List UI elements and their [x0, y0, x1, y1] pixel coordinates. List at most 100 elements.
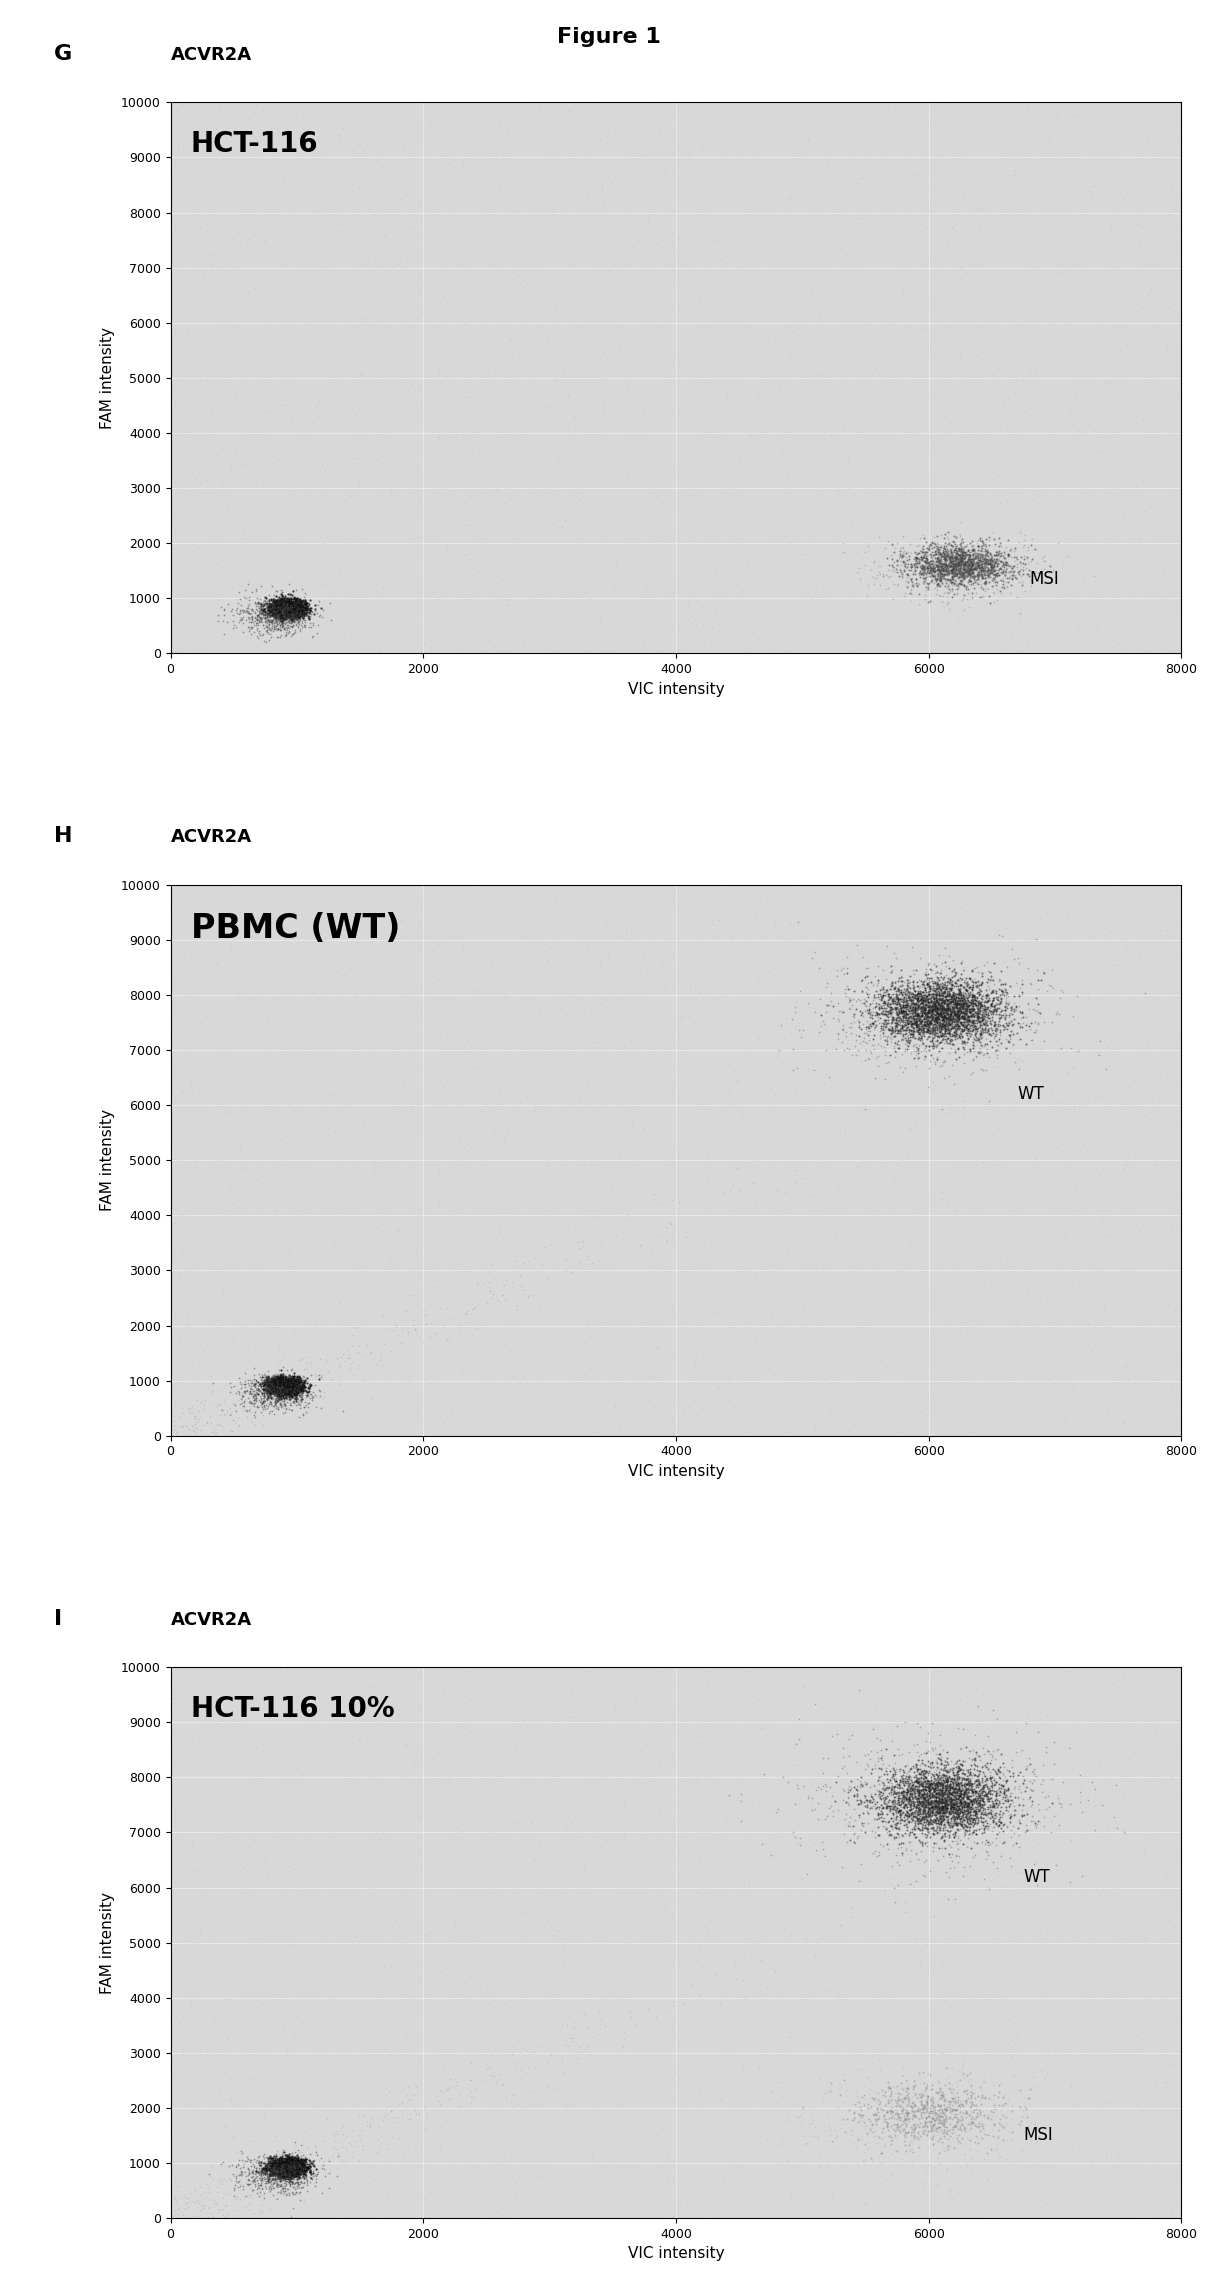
- Point: [758, 2082, 777, 2118]
- Point: [283, 1376, 302, 1413]
- Point: [274, 589, 294, 626]
- Point: [795, 874, 815, 910]
- Point: [169, 1408, 189, 1445]
- Point: [408, 450, 428, 487]
- Point: [937, 553, 956, 589]
- Point: [268, 2152, 287, 2189]
- Point: [691, 93, 710, 130]
- Point: [278, 2145, 297, 2182]
- Point: [905, 2075, 924, 2111]
- Point: [219, 1740, 239, 1777]
- Point: [273, 1372, 292, 1408]
- Point: [599, 1260, 619, 1297]
- Point: [194, 2189, 213, 2225]
- Point: [520, 457, 540, 494]
- Point: [905, 985, 924, 1021]
- Point: [276, 2159, 296, 2195]
- Point: [933, 1006, 952, 1042]
- Point: [949, 1804, 968, 1840]
- Point: [333, 1738, 352, 1775]
- Point: [987, 1012, 1006, 1049]
- Point: [339, 1872, 358, 1909]
- Point: [695, 114, 715, 150]
- Point: [164, 1053, 184, 1090]
- Point: [829, 2193, 849, 2230]
- Point: [1062, 407, 1082, 444]
- Point: [272, 1376, 291, 1413]
- Point: [268, 2145, 287, 2182]
- Point: [382, 1927, 402, 1963]
- Point: [985, 969, 1005, 1006]
- Point: [974, 1756, 994, 1793]
- Point: [284, 2154, 303, 2191]
- Point: [878, 999, 898, 1035]
- Point: [403, 2104, 423, 2141]
- Point: [456, 1165, 475, 1201]
- Text: H: H: [55, 826, 73, 846]
- Point: [876, 1811, 895, 1847]
- Point: [962, 548, 982, 585]
- Point: [269, 1381, 289, 1417]
- Point: [268, 587, 287, 623]
- Point: [973, 1006, 993, 1042]
- Point: [1163, 1169, 1183, 1206]
- Point: [275, 2148, 295, 2184]
- Point: [942, 1786, 961, 1822]
- Point: [1141, 414, 1161, 450]
- Point: [960, 250, 979, 287]
- Point: [831, 1072, 850, 1108]
- Point: [734, 1188, 754, 1224]
- Point: [822, 1320, 842, 1356]
- Point: [286, 1370, 306, 1406]
- Point: [490, 102, 509, 139]
- Point: [259, 2157, 279, 2193]
- Point: [244, 2152, 263, 2189]
- Point: [860, 2111, 879, 2148]
- Point: [256, 598, 275, 635]
- Point: [705, 949, 725, 985]
- Point: [977, 521, 996, 557]
- Point: [951, 1749, 971, 1786]
- Point: [296, 2141, 315, 2177]
- Point: [453, 237, 473, 273]
- Point: [983, 1738, 1002, 1775]
- Point: [939, 1010, 959, 1046]
- Point: [505, 1367, 525, 1404]
- Point: [870, 2041, 889, 2077]
- Point: [867, 412, 887, 448]
- Point: [931, 1736, 950, 1772]
- Point: [935, 1003, 955, 1040]
- Point: [192, 1383, 212, 1420]
- Point: [510, 89, 530, 125]
- Point: [285, 2143, 304, 2179]
- Point: [915, 869, 934, 905]
- Point: [887, 2095, 906, 2132]
- Point: [266, 1367, 285, 1404]
- Point: [887, 1786, 906, 1822]
- Point: [287, 1367, 307, 1404]
- Point: [396, 177, 415, 214]
- Point: [940, 1770, 960, 1806]
- Point: [764, 171, 783, 207]
- Point: [1168, 1777, 1188, 1813]
- Point: [415, 2198, 435, 2234]
- Point: [929, 2109, 949, 2145]
- Point: [951, 1788, 971, 1825]
- Point: [959, 230, 978, 266]
- Point: [292, 2143, 312, 2179]
- Point: [944, 996, 963, 1033]
- Point: [815, 921, 834, 958]
- Point: [328, 1144, 347, 1181]
- Point: [1033, 282, 1052, 319]
- Point: [274, 598, 294, 635]
- Point: [663, 1736, 682, 1772]
- Point: [456, 1053, 475, 1090]
- Point: [529, 1752, 548, 1788]
- Point: [426, 981, 446, 1017]
- Point: [949, 978, 968, 1015]
- Point: [944, 1001, 963, 1037]
- Point: [273, 589, 292, 626]
- Point: [274, 585, 294, 621]
- Point: [276, 2154, 296, 2191]
- Point: [979, 971, 999, 1008]
